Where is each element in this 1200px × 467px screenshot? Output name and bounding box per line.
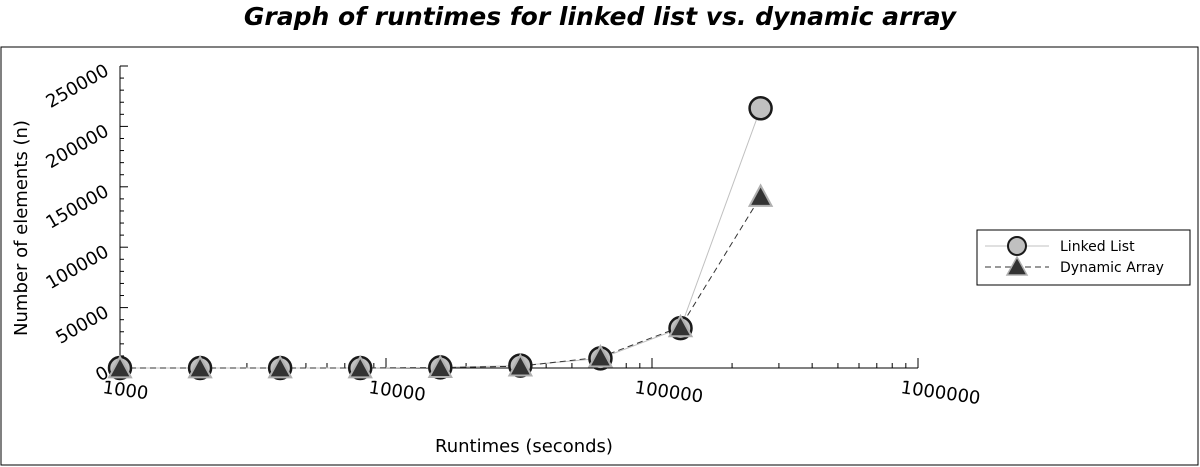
legend-label-linked-list: Linked List — [1060, 239, 1135, 255]
legend-triangle-marker-icon — [1005, 255, 1029, 276]
data-point-triangle — [427, 354, 453, 378]
data-point-triangle — [187, 354, 213, 379]
data-point-triangle — [267, 354, 293, 379]
x-axis-label: Runtimes (seconds) — [435, 436, 613, 457]
data-point-triangle — [347, 354, 373, 379]
data-point-triangle — [587, 344, 614, 368]
y-axis-label: Number of elements (n) — [11, 120, 32, 336]
legend: Linked List Dynamic Array — [976, 229, 1191, 286]
data-point-triangle — [667, 313, 694, 338]
legend-label-dynamic-array: Dynamic Array — [1060, 260, 1164, 276]
series-markers — [107, 96, 774, 381]
chart-title: Graph of runtimes for linked list vs. dy… — [243, 2, 957, 31]
data-point-triangle — [107, 354, 133, 379]
data-point-triangle — [747, 183, 774, 207]
data-point-circle — [748, 96, 773, 121]
data-point-triangle — [507, 353, 534, 377]
legend-circle-marker-icon — [1007, 236, 1027, 256]
